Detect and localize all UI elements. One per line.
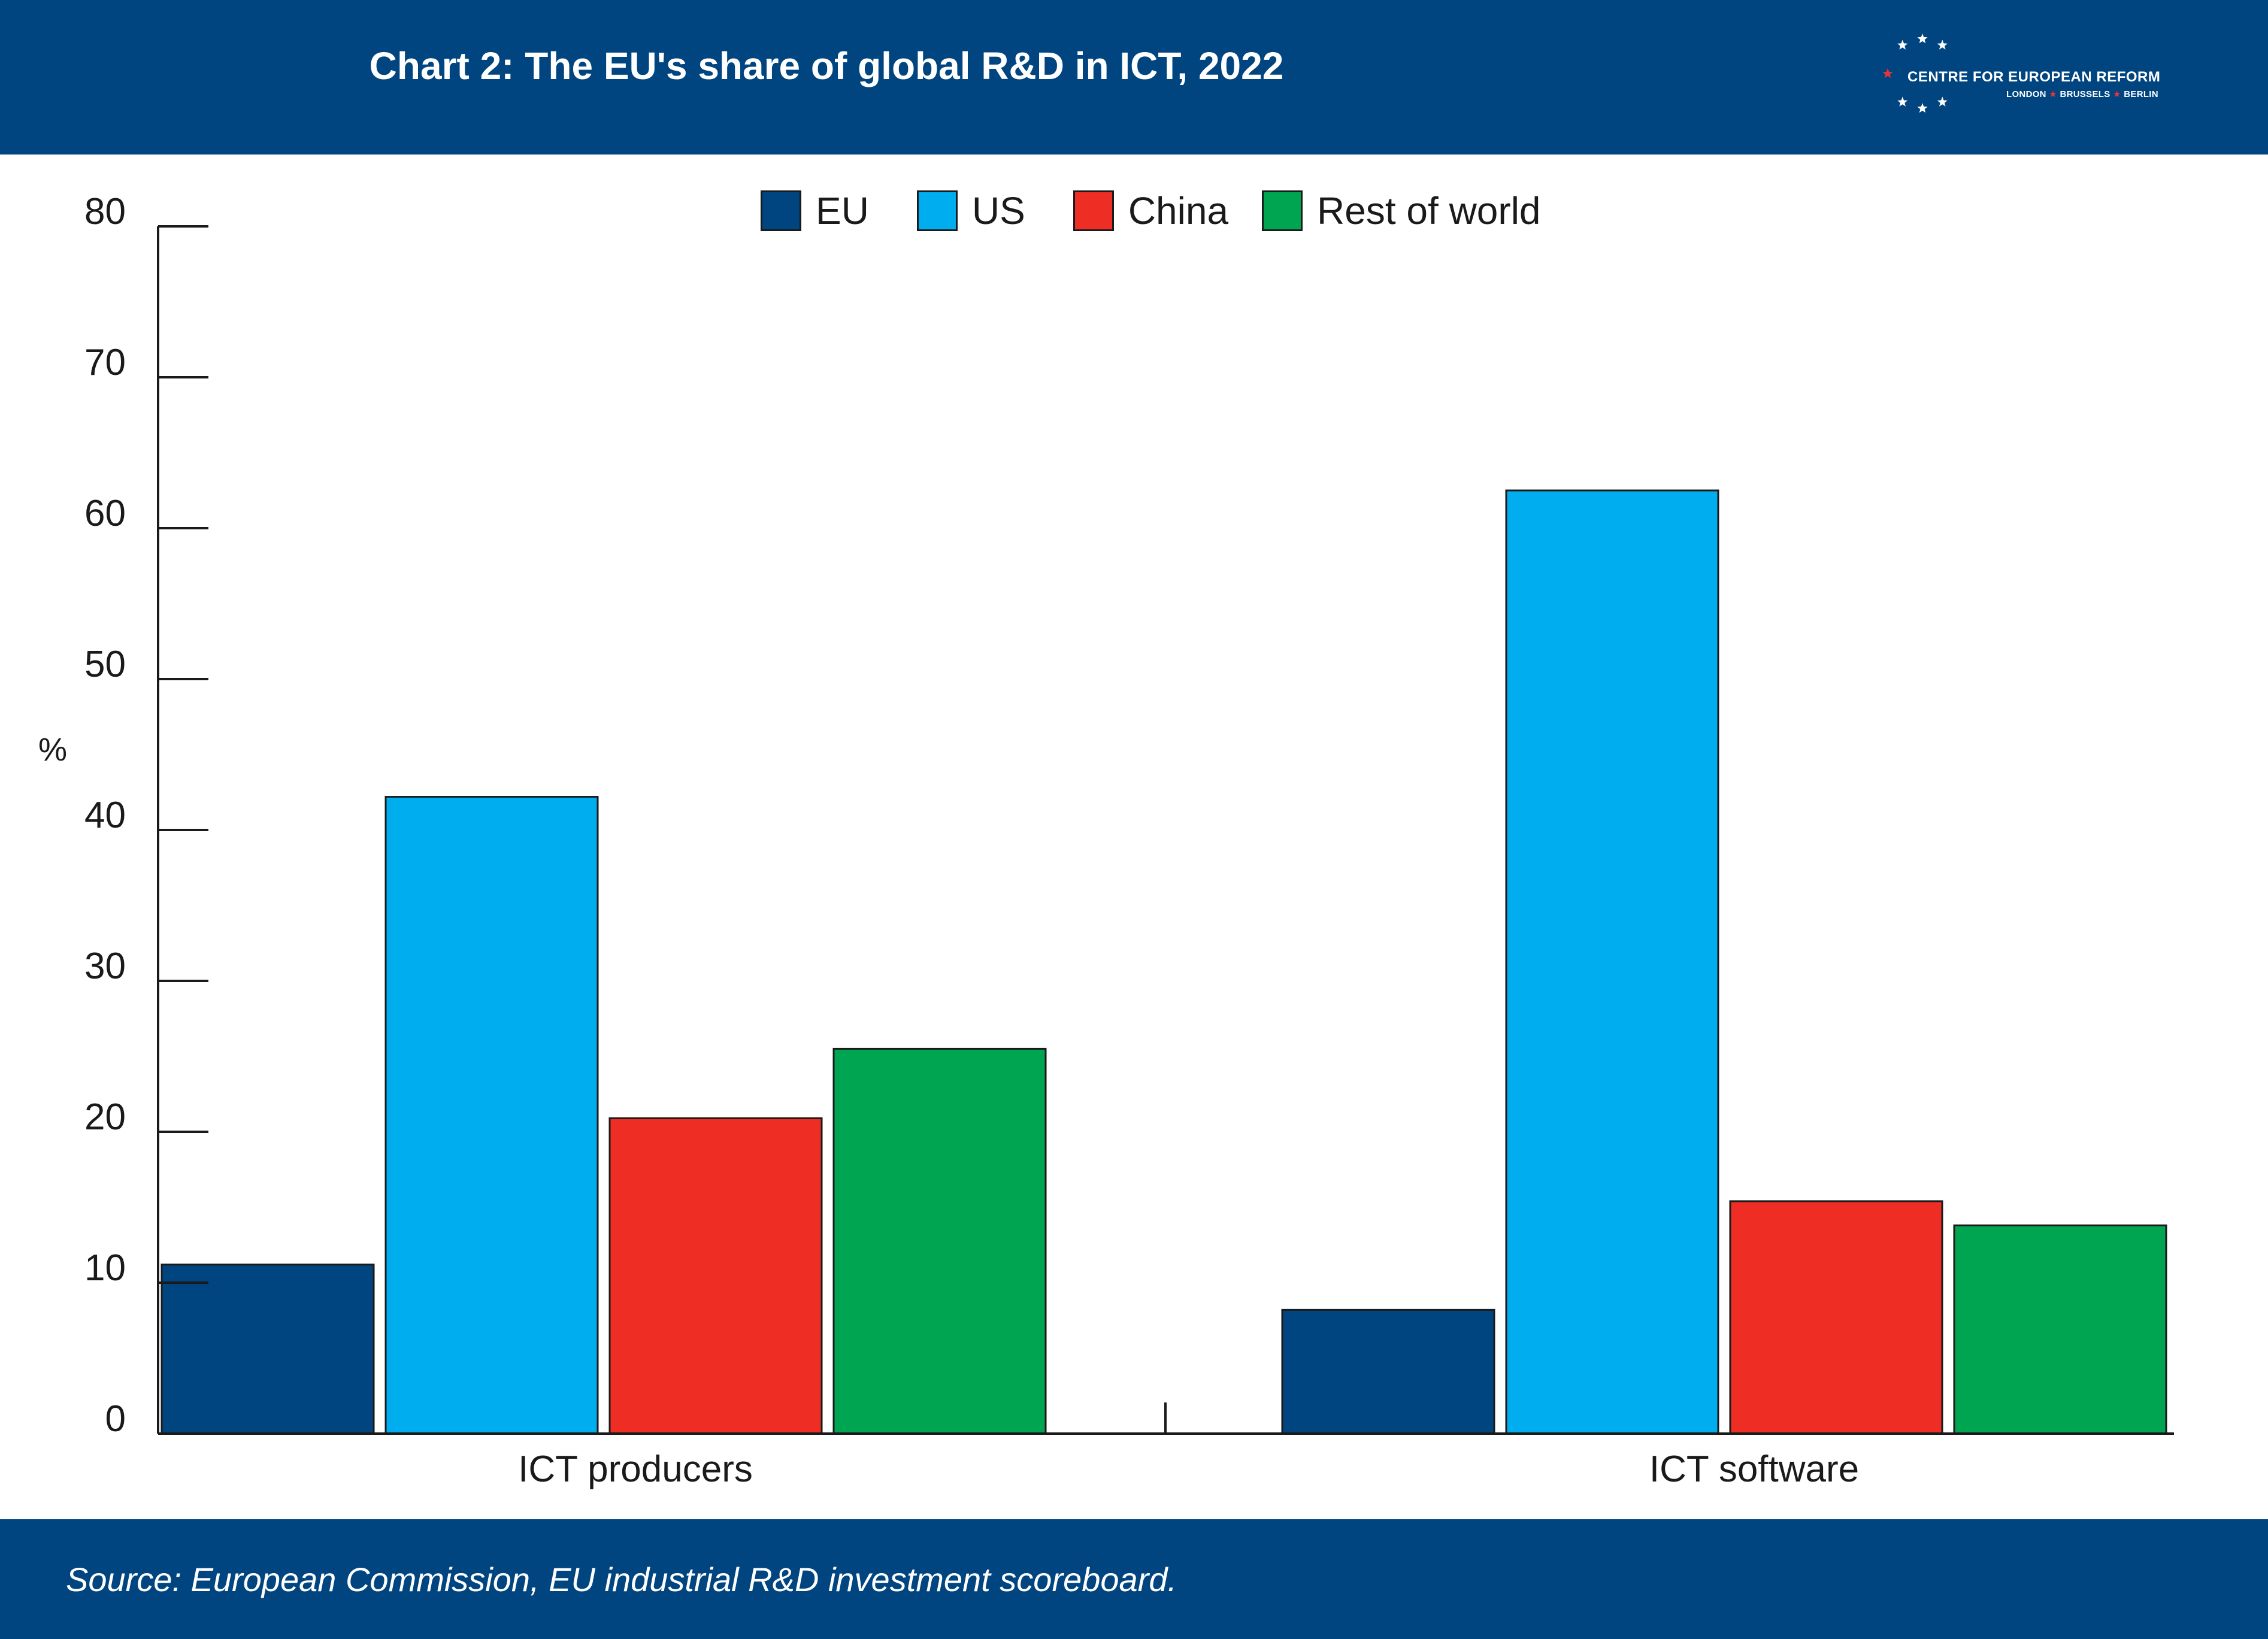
y-tick-label: 40 bbox=[84, 795, 126, 836]
legend-label-eu: EU bbox=[816, 189, 869, 232]
chart-legend: EU US China Rest of world bbox=[761, 189, 1541, 232]
legend-swatch-china bbox=[1073, 190, 1114, 231]
bar-rest-of-world-ict-producers bbox=[832, 1047, 1047, 1435]
bar-eu-ict-producers bbox=[161, 1264, 375, 1435]
logo-star bbox=[1917, 103, 1928, 113]
source-note: Source: European Commission, EU industri… bbox=[66, 1560, 1177, 1598]
legend-label-us: US bbox=[971, 189, 1025, 232]
logo-cities: LONDON ★ BRUSSELS ★ BERLIN bbox=[2006, 89, 2158, 99]
bar-us-ict-producers bbox=[384, 796, 599, 1435]
chart-header: Chart 2: The EU's share of global R&D in… bbox=[0, 0, 2268, 154]
bar-chart: 0 10 20 30 40 50 60 70 80% ICT producers ICT softw… bbox=[38, 191, 2174, 1490]
legend-label-china: China bbox=[1128, 189, 1229, 232]
logo-star bbox=[1897, 96, 1908, 107]
logo-star bbox=[1897, 40, 1908, 50]
legend-swatch-eu bbox=[761, 190, 801, 231]
legend-label-rest-of-world: Rest of world bbox=[1317, 189, 1541, 232]
y-tick-label: 80 bbox=[84, 191, 126, 232]
logo-city-london: LONDON bbox=[2006, 89, 2046, 99]
eu-stars-logo-icon bbox=[1882, 34, 1948, 113]
x-category-label: ICT producers bbox=[518, 1449, 753, 1490]
y-axis-label: % bbox=[38, 732, 67, 768]
logo-star bbox=[1917, 34, 1928, 44]
bar-us-ict-software bbox=[1505, 489, 1719, 1435]
logo-city-brussels: BRUSSELS bbox=[2060, 89, 2110, 99]
y-tick-label: 0 bbox=[105, 1398, 126, 1440]
y-tick-label: 70 bbox=[84, 342, 126, 383]
logo-star bbox=[1937, 40, 1948, 50]
logo-city-separator: ★ bbox=[2049, 89, 2060, 99]
bar-china-ict-producers bbox=[608, 1117, 823, 1435]
legend-swatch-rest-of-world bbox=[1262, 190, 1303, 231]
x-category-label: ICT software bbox=[1649, 1449, 1859, 1490]
bar-eu-ict-software bbox=[1281, 1308, 1495, 1435]
bar-china-ict-software bbox=[1729, 1200, 1943, 1435]
legend-swatch-us bbox=[916, 190, 958, 231]
cer-logo: CENTRE FOR EUROPEAN REFORM LONDON ★ BRUS… bbox=[1881, 29, 2180, 131]
logo-name: CENTRE FOR EUROPEAN REFORM bbox=[1907, 69, 2161, 85]
y-tick-label: 20 bbox=[84, 1096, 126, 1138]
y-tick-label: 10 bbox=[84, 1247, 126, 1289]
y-tick-label: 60 bbox=[84, 493, 126, 534]
y-tick-label: 30 bbox=[84, 946, 126, 987]
logo-city-separator: ★ bbox=[2113, 89, 2124, 99]
y-tick-label: 50 bbox=[84, 644, 126, 685]
logo-city-berlin: BERLIN bbox=[2124, 89, 2158, 99]
chart-title: Chart 2: The EU's share of global R&D in… bbox=[369, 44, 1284, 87]
bar-rest-of-world-ict-software bbox=[1953, 1224, 2167, 1435]
logo-star bbox=[1937, 96, 1948, 107]
logo-star bbox=[1882, 68, 1893, 78]
chart-footer: Source: European Commission, EU industri… bbox=[0, 1519, 2268, 1639]
